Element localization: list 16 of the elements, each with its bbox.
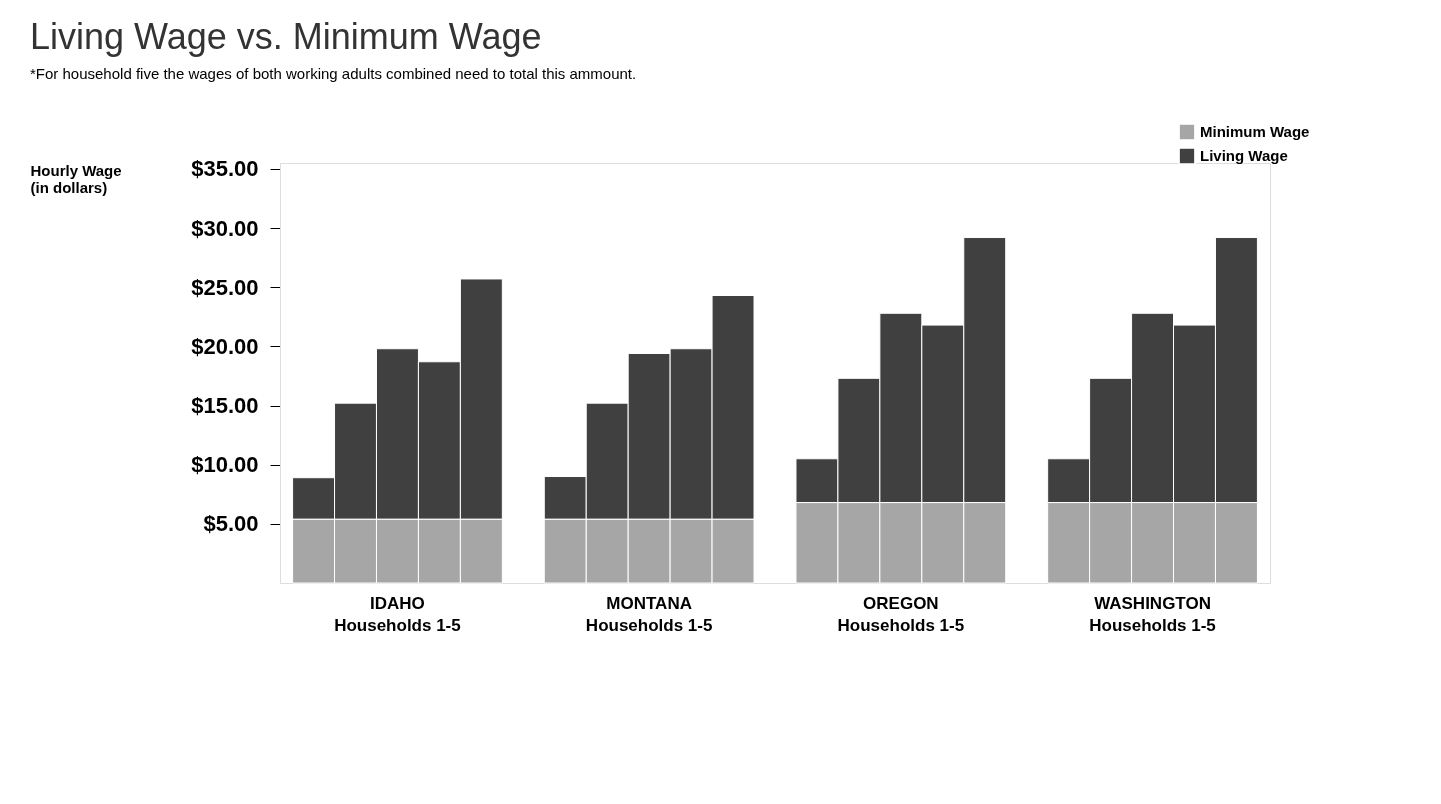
y-axis-title: Hourly Wage (in dollars) [30, 161, 122, 196]
y-tick-label: $5.00 [203, 511, 259, 537]
y-tick-label: $15.00 [191, 393, 259, 419]
y-tick-label: $30.00 [191, 215, 259, 241]
x-tick-label: OREGON Households 1-5 [837, 593, 965, 635]
legend-label: Living Wage [1200, 147, 1288, 164]
x-tick-label: WASHINGTON Households 1-5 [1089, 593, 1216, 635]
legend-label: Minimum Wage [1200, 123, 1310, 140]
y-tick-label: $20.00 [191, 333, 259, 359]
x-tick-label: MONTANA Households 1-5 [585, 593, 713, 635]
x-tick-label: IDAHO Households 1-5 [334, 593, 461, 635]
y-tick-label: $10.00 [191, 452, 259, 478]
y-tick-label: $25.00 [191, 274, 259, 300]
chart-subtitle: *For household five the wages of both working adults combined need to total this ammount. [30, 65, 637, 82]
y-tick-label: $35.00 [191, 156, 259, 182]
chart-title: Living Wage vs. Minimum Wage [30, 16, 542, 57]
